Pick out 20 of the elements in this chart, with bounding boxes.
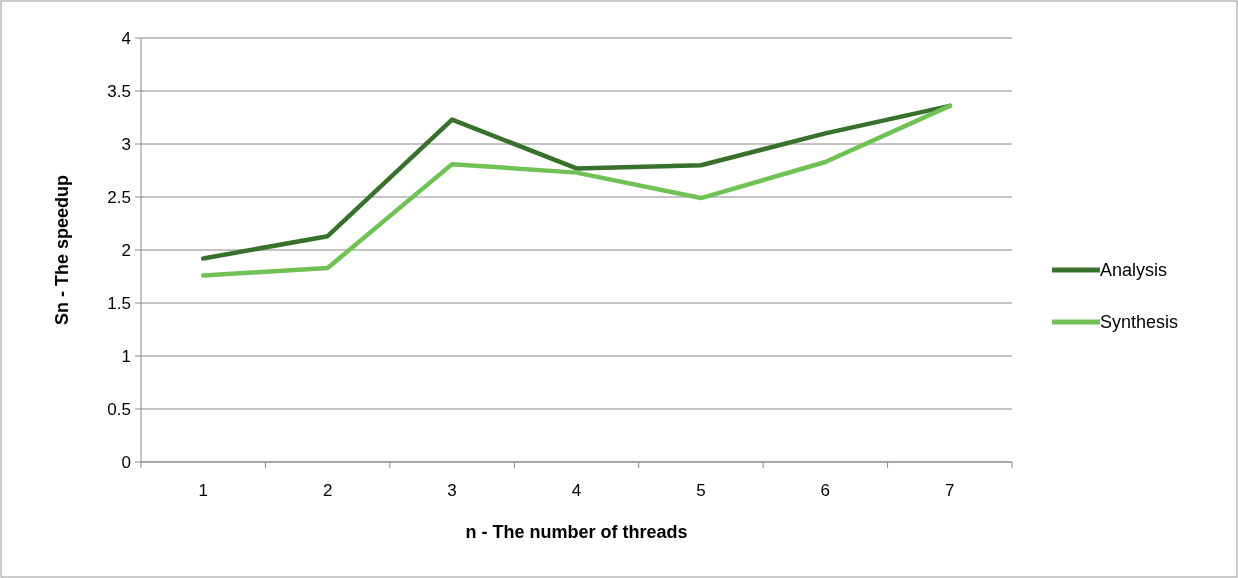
x-tick-label: 2 bbox=[322, 481, 333, 500]
y-tick-label: 2.5 bbox=[107, 187, 131, 207]
x-tick-label: 5 bbox=[696, 481, 706, 500]
legend-label: Synthesis bbox=[1100, 312, 1179, 333]
x-tick-label: 3 bbox=[447, 481, 457, 500]
y-axis-title: Sn - The speedup bbox=[52, 174, 72, 326]
x-axis-title: n - The number of threads bbox=[465, 522, 688, 542]
y-tick-label: 4 bbox=[121, 28, 131, 48]
legend-label: Analysis bbox=[1100, 260, 1168, 281]
y-tick-label: 0.5 bbox=[107, 399, 131, 419]
y-tick-label: 1 bbox=[121, 346, 131, 366]
x-tick-label: 1 bbox=[198, 481, 208, 500]
y-tick-label: 1.5 bbox=[107, 293, 131, 313]
x-tick-label: 6 bbox=[820, 481, 831, 500]
x-tick-label: 4 bbox=[571, 481, 582, 500]
y-tick-label: 0 bbox=[121, 452, 131, 472]
y-tick-label: 3 bbox=[121, 134, 131, 154]
x-tick-label: 7 bbox=[945, 481, 955, 500]
y-tick-label: 2 bbox=[121, 240, 131, 260]
y-tick-label: 3.5 bbox=[107, 81, 131, 101]
